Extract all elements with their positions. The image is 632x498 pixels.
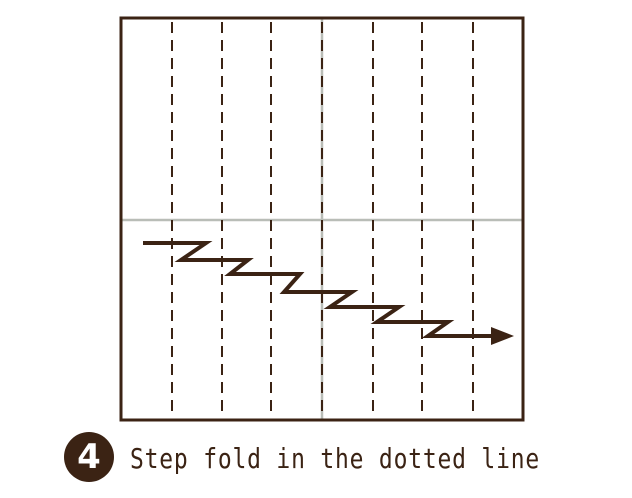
step-fold-arrow-icon — [143, 241, 514, 345]
step-fold-path — [143, 241, 498, 338]
instruction-caption: Step fold in the dotted line — [130, 441, 541, 475]
dotted-fold-lines — [171, 22, 474, 418]
paper-outline — [119, 16, 525, 422]
arrow-head — [491, 327, 514, 345]
step-number-badge: 4 — [64, 432, 114, 482]
